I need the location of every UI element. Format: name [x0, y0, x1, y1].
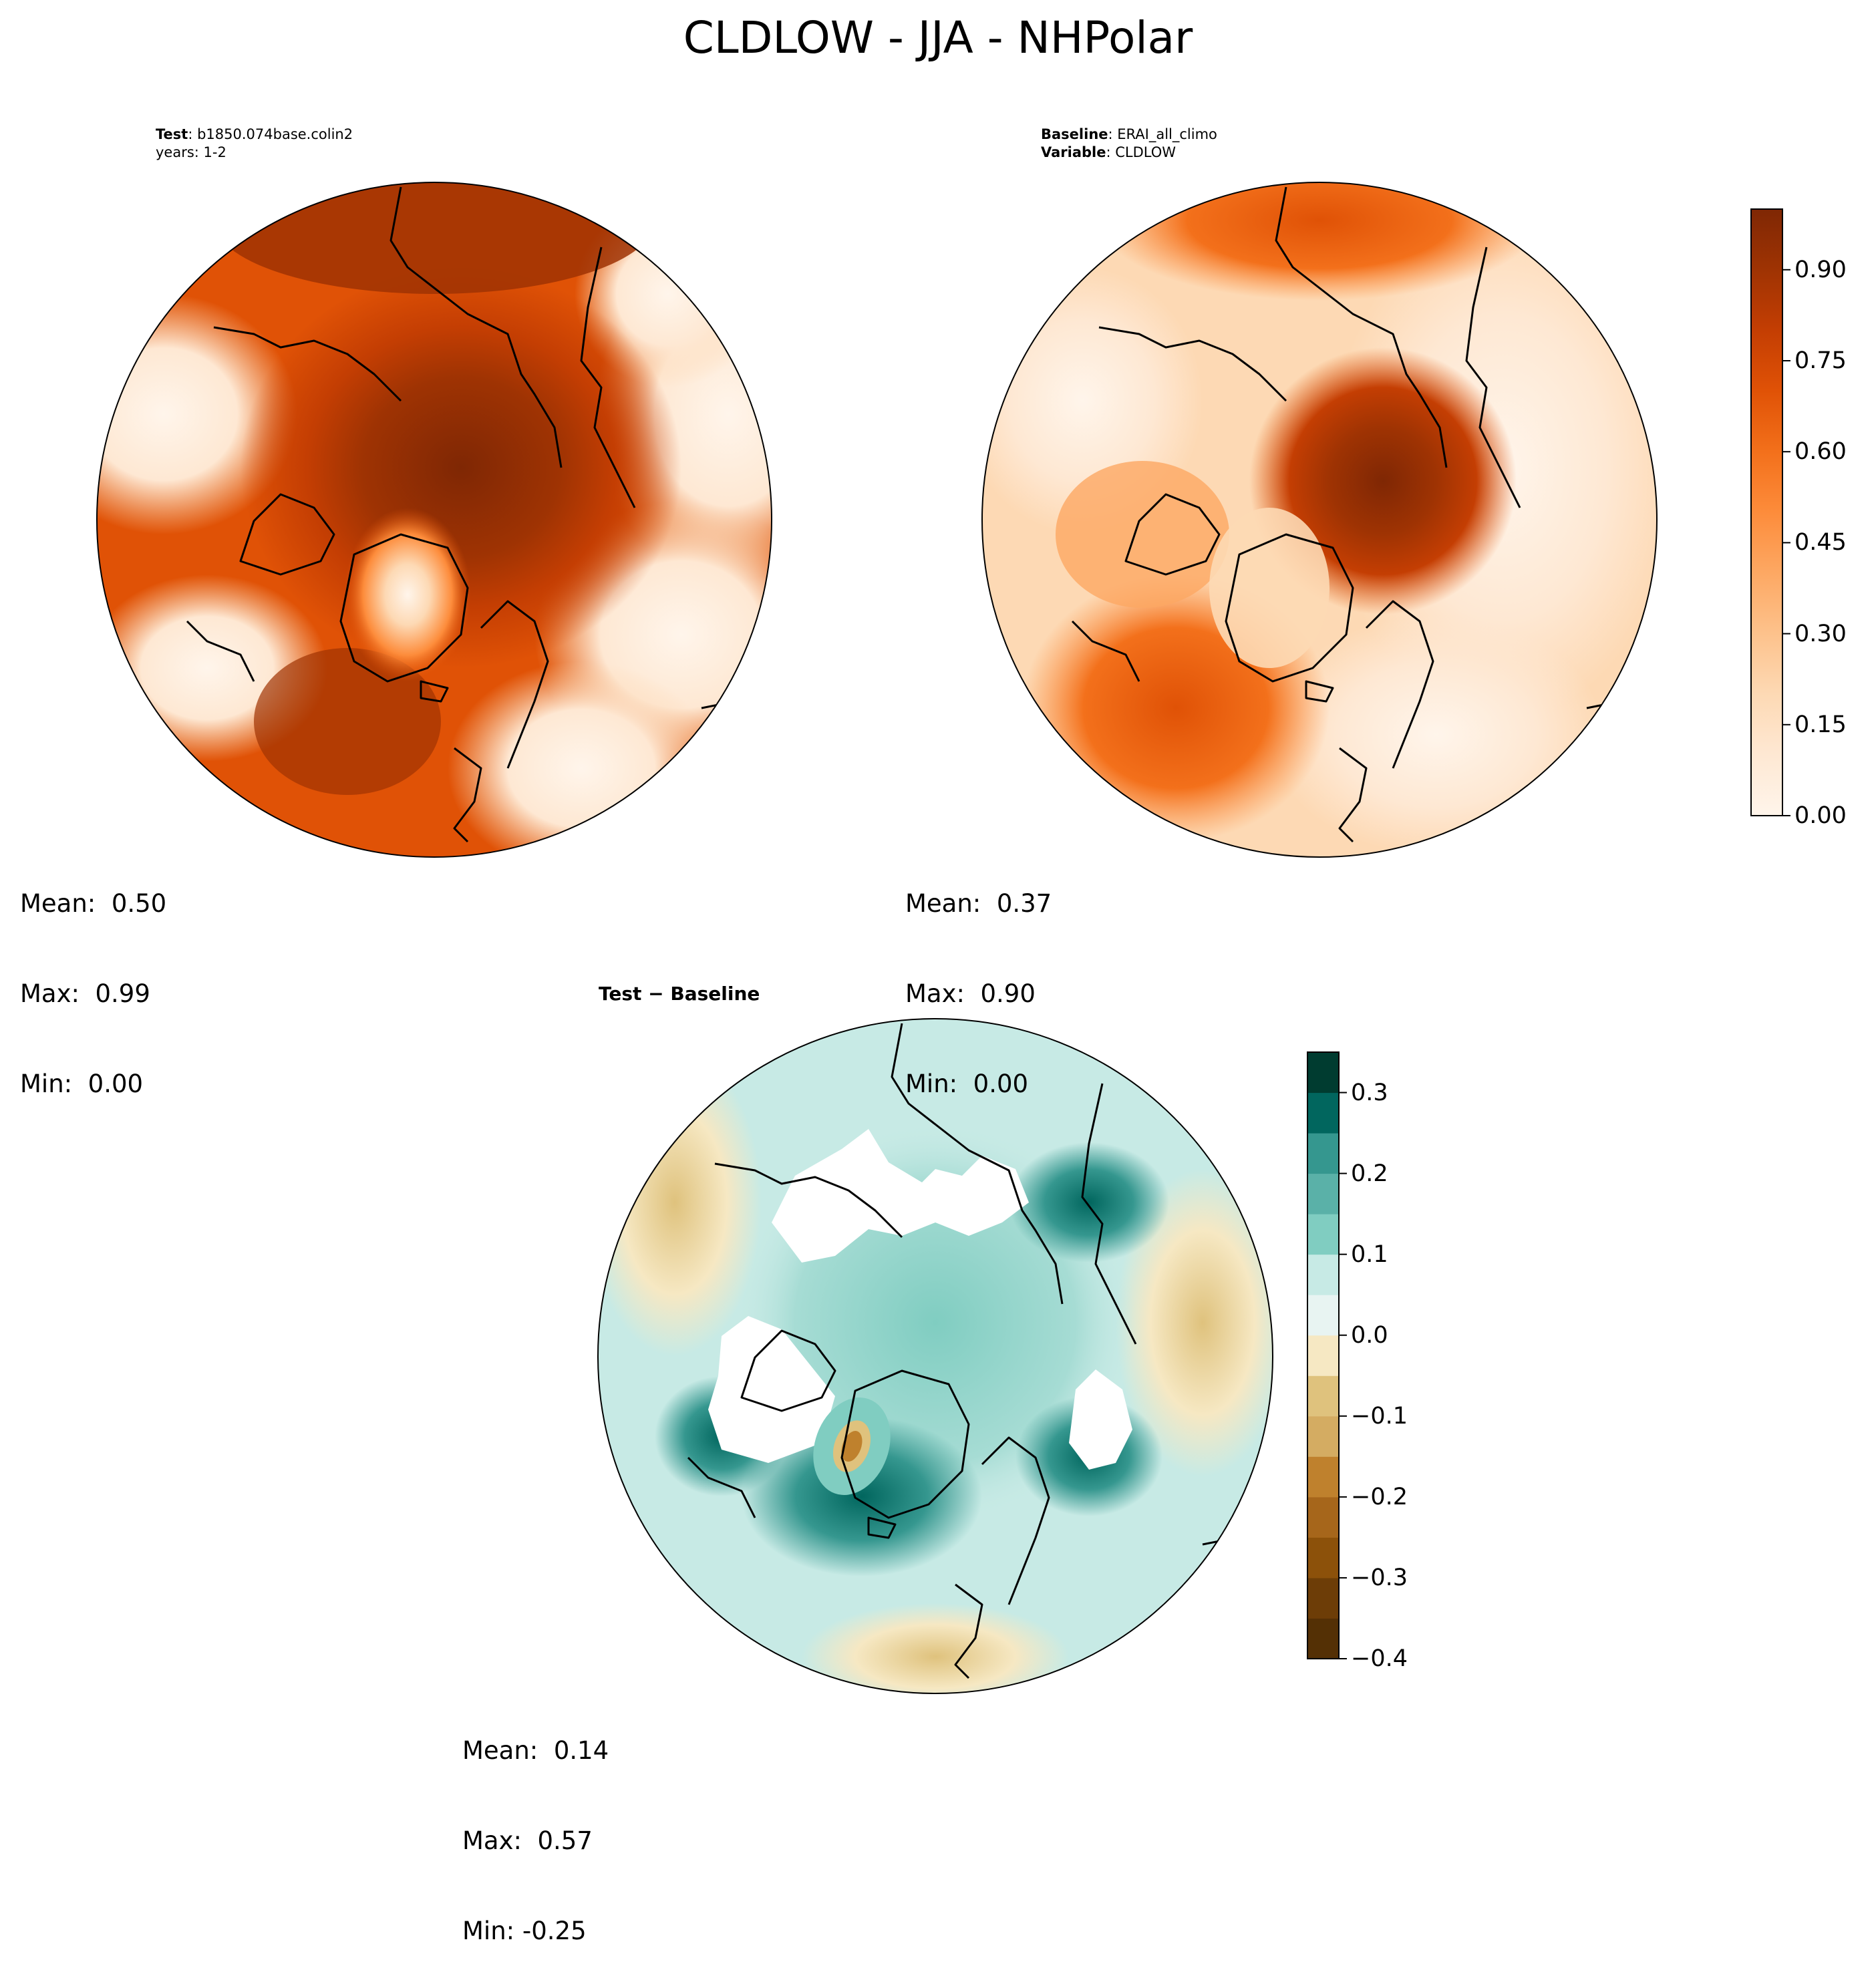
baseline-max-value: 0.90 — [980, 979, 1036, 1008]
diff-header: Test − Baseline — [599, 985, 760, 1003]
baseline-max-label: Max: — [905, 979, 965, 1008]
baseline-map-frame — [981, 182, 1658, 858]
diff-title-right: Baseline — [670, 983, 760, 1005]
colorbar-bottom-step — [1307, 1295, 1339, 1336]
baseline-min-label: Min: — [905, 1069, 958, 1098]
test-label-key: Test — [156, 126, 188, 142]
test-map — [97, 182, 772, 857]
baseline-label-key: Baseline — [1041, 126, 1108, 142]
colorbar-top-tick-label: 0.45 — [1794, 529, 1847, 556]
colorbar-bottom-step — [1307, 1254, 1339, 1295]
diff-title-op: − — [648, 983, 664, 1005]
diff-max-value: 0.57 — [537, 1826, 593, 1855]
test-mean-label: Mean: — [20, 889, 96, 918]
figure-title: CLDLOW - JJA - NHPolar — [683, 12, 1193, 63]
colorbar-bottom-tick-label: 0.2 — [1351, 1160, 1388, 1187]
colorbar-bottom-step — [1307, 1456, 1339, 1498]
test-stats: Mean: 0.50 Max: 0.99 Min: 0.00 — [20, 828, 166, 1129]
colorbar-bottom-tick-label: −0.4 — [1351, 1645, 1408, 1672]
colorbar-bottom-tick-label: −0.1 — [1351, 1402, 1408, 1430]
colorbar-bottom-step — [1307, 1173, 1339, 1214]
colorbar-bottom-tick-label: 0.0 — [1351, 1321, 1388, 1349]
colorbar-bottom-tick-label: 0.1 — [1351, 1241, 1388, 1268]
colorbar-bottom-step — [1307, 1214, 1339, 1255]
test-header: Test: b1850.074base.colin2 years: 1-2 — [156, 126, 353, 160]
baseline-label-value: ERAI_all_climo — [1117, 126, 1217, 142]
colorbar-top-tick-label: 0.90 — [1794, 256, 1847, 283]
baseline-header: Baseline: ERAI_all_climo Variable: CLDLO… — [1041, 126, 1217, 160]
colorbar-bottom-tick-label: 0.3 — [1351, 1079, 1388, 1106]
diff-max-label: Max: — [462, 1826, 522, 1855]
baseline-mean-value: 0.37 — [996, 889, 1052, 918]
diff-mean-value: 0.14 — [553, 1736, 609, 1765]
coastlines — [186, 186, 1642, 1679]
colorbar-bottom-step — [1307, 1335, 1339, 1376]
test-max-label: Max: — [20, 979, 80, 1008]
test-min-label: Min: — [20, 1069, 73, 1098]
colorbar-bottom-tick-label: −0.3 — [1351, 1564, 1408, 1591]
diff-min-label: Min: — [462, 1917, 515, 1945]
diff-map-frame — [597, 1018, 1273, 1694]
baseline-min-value: 0.00 — [973, 1069, 1029, 1098]
colorbar-top — [1750, 208, 1790, 816]
colorbar-bottom-step — [1307, 1577, 1339, 1619]
colorbar-top-tick-label: 0.30 — [1794, 620, 1847, 647]
test-label-value: b1850.074base.colin2 — [197, 126, 353, 142]
test-max-value: 0.99 — [95, 979, 150, 1008]
baseline-map — [982, 182, 1657, 857]
test-min-value: 0.00 — [88, 1069, 144, 1098]
test-map-frame — [96, 182, 772, 858]
diff-min-value: -0.25 — [522, 1917, 587, 1945]
diff-mean-label: Mean: — [462, 1736, 538, 1765]
colorbar-bottom-step — [1307, 1537, 1339, 1579]
colorbar-bottom-step — [1307, 1052, 1339, 1094]
colorbar-bottom-step — [1307, 1496, 1339, 1538]
colorbar-bottom-ticks — [1339, 1092, 1347, 1659]
baseline-stats: Mean: 0.37 Max: 0.90 Min: 0.00 — [905, 828, 1052, 1129]
colorbar-bottom-step — [1307, 1092, 1339, 1134]
colorbar-bottom-tick-label: −0.2 — [1351, 1483, 1408, 1510]
variable-label-key: Variable — [1041, 144, 1106, 160]
colorbar-bottom-step — [1307, 1133, 1339, 1174]
diff-stats: Mean: 0.14 Max: 0.57 Min: -0.25 — [462, 1675, 609, 1976]
colorbar-top-tick-label: 0.15 — [1794, 711, 1847, 738]
test-years: years: 1-2 — [156, 144, 226, 160]
colorbar-bottom — [1307, 1051, 1347, 1659]
test-mean-value: 0.50 — [111, 889, 167, 918]
figure-canvas — [96, 182, 1790, 1694]
diff-title-left: Test — [599, 983, 642, 1005]
colorbar-bottom-step — [1307, 1416, 1339, 1457]
baseline-mean-label: Mean: — [905, 889, 981, 918]
colorbar-top-tick-label: 0.75 — [1794, 347, 1847, 374]
colorbar-top-ticks — [1782, 269, 1790, 816]
variable-label-value: CLDLOW — [1115, 144, 1177, 160]
colorbar-top-tick-label: 0.00 — [1794, 802, 1847, 829]
colorbar-top-tick-label: 0.60 — [1794, 438, 1847, 466]
colorbar-bottom-step — [1307, 1618, 1339, 1659]
colorbar-bottom-step — [1307, 1375, 1339, 1417]
colorbar-bottom-steps — [1307, 1052, 1339, 1659]
